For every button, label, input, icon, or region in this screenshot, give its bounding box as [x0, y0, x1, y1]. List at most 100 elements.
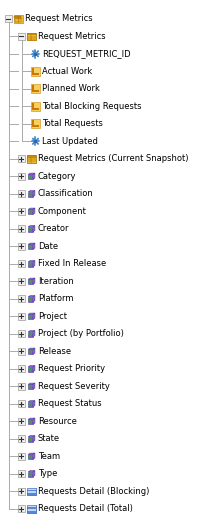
Polygon shape: [33, 278, 35, 284]
Bar: [18, 505, 25, 512]
Bar: [32, 73, 39, 75]
Polygon shape: [28, 367, 33, 372]
Bar: [14, 16, 18, 18]
Bar: [18, 295, 25, 302]
Polygon shape: [33, 331, 35, 337]
Bar: [27, 511, 36, 513]
Polygon shape: [28, 418, 35, 419]
Polygon shape: [28, 261, 35, 262]
Polygon shape: [28, 331, 35, 332]
Polygon shape: [28, 192, 33, 197]
Text: Request Metrics: Request Metrics: [25, 14, 92, 23]
Polygon shape: [33, 191, 35, 197]
Polygon shape: [33, 366, 35, 372]
Bar: [27, 488, 36, 495]
Polygon shape: [28, 226, 35, 227]
Polygon shape: [33, 436, 35, 441]
Bar: [32, 120, 34, 127]
Text: Request Metrics (Current Snapshot): Request Metrics (Current Snapshot): [38, 154, 188, 163]
Polygon shape: [28, 208, 35, 209]
Text: Request Severity: Request Severity: [38, 382, 109, 391]
Text: Creator: Creator: [38, 224, 69, 233]
Polygon shape: [33, 208, 35, 214]
Bar: [27, 505, 36, 513]
Bar: [18, 400, 25, 407]
Polygon shape: [33, 471, 35, 477]
Bar: [18, 418, 25, 425]
Bar: [27, 489, 36, 491]
Bar: [18, 383, 25, 390]
Text: Project (by Portfolio): Project (by Portfolio): [38, 329, 123, 338]
Text: Fixed In Release: Fixed In Release: [38, 259, 106, 268]
Bar: [18, 330, 25, 337]
Bar: [18, 488, 25, 495]
Text: Iteration: Iteration: [38, 277, 73, 286]
Polygon shape: [28, 191, 35, 192]
Polygon shape: [28, 209, 33, 214]
Polygon shape: [28, 278, 35, 279]
Bar: [31, 119, 40, 128]
Text: Category: Category: [38, 172, 76, 181]
Polygon shape: [28, 402, 33, 407]
Bar: [27, 155, 36, 163]
Bar: [27, 505, 36, 507]
Bar: [18, 278, 25, 285]
Bar: [32, 103, 34, 110]
Polygon shape: [33, 383, 35, 389]
Bar: [27, 155, 36, 158]
Polygon shape: [28, 384, 33, 389]
Polygon shape: [28, 472, 33, 477]
Bar: [18, 470, 25, 477]
Polygon shape: [33, 400, 35, 407]
Text: Request Status: Request Status: [38, 399, 101, 408]
Polygon shape: [28, 332, 33, 337]
Text: Requests Detail (Total): Requests Detail (Total): [38, 504, 132, 513]
Bar: [32, 85, 34, 92]
Bar: [27, 33, 36, 35]
Polygon shape: [33, 173, 35, 179]
Bar: [18, 313, 25, 320]
Bar: [32, 68, 34, 75]
Text: Request Priority: Request Priority: [38, 364, 105, 373]
Bar: [27, 155, 36, 163]
Bar: [27, 493, 36, 495]
Polygon shape: [28, 279, 33, 284]
Text: Request Metrics: Request Metrics: [38, 32, 105, 41]
Polygon shape: [28, 297, 33, 302]
Bar: [18, 208, 25, 215]
Text: Team: Team: [38, 452, 60, 461]
Text: Actual Work: Actual Work: [42, 67, 92, 76]
Text: Planned Work: Planned Work: [42, 84, 99, 93]
Polygon shape: [28, 471, 35, 472]
Polygon shape: [33, 295, 35, 302]
Polygon shape: [28, 453, 35, 454]
Bar: [27, 505, 36, 513]
Bar: [18, 365, 25, 372]
Polygon shape: [28, 173, 35, 174]
Polygon shape: [28, 400, 35, 402]
Bar: [14, 15, 23, 23]
Polygon shape: [28, 313, 35, 314]
Polygon shape: [33, 418, 35, 424]
Polygon shape: [28, 243, 35, 244]
Polygon shape: [28, 383, 35, 384]
Polygon shape: [28, 436, 35, 437]
Bar: [27, 491, 36, 493]
Bar: [18, 173, 25, 180]
Text: REQUEST_METRIC_ID: REQUEST_METRIC_ID: [42, 49, 130, 58]
Text: Last Updated: Last Updated: [42, 137, 97, 146]
Polygon shape: [28, 454, 33, 459]
Bar: [32, 125, 39, 127]
Text: State: State: [38, 434, 60, 443]
Polygon shape: [28, 295, 35, 297]
Polygon shape: [28, 419, 33, 424]
Bar: [31, 102, 40, 111]
Bar: [27, 33, 36, 41]
Bar: [32, 108, 39, 110]
Polygon shape: [33, 313, 35, 319]
Bar: [27, 488, 36, 495]
Polygon shape: [28, 227, 33, 232]
Polygon shape: [28, 262, 33, 267]
Bar: [31, 84, 40, 93]
Polygon shape: [28, 349, 33, 354]
